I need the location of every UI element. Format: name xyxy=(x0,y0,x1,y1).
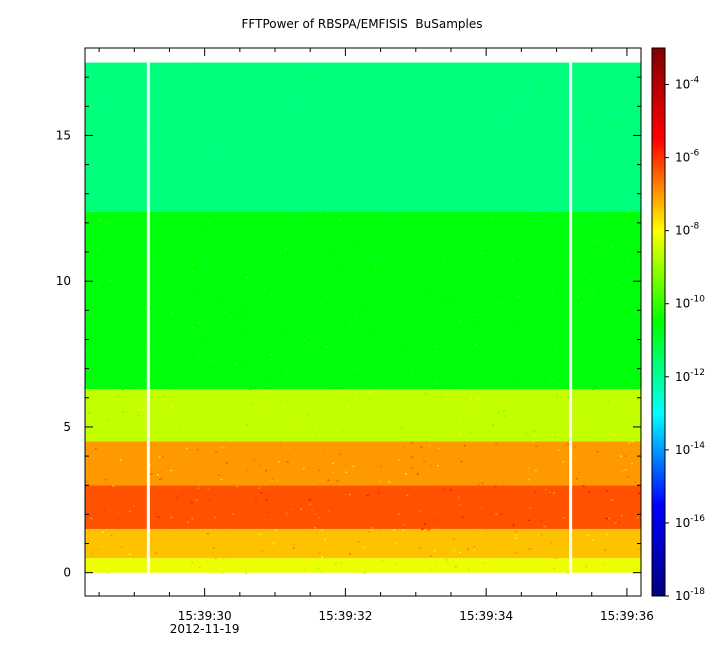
colorbar-tick-label: 10-4 xyxy=(675,76,700,92)
chart-title: FFTPower of RBSPA/EMFISIS BuSamples xyxy=(241,17,483,31)
power-band-4 xyxy=(85,389,641,442)
x-date-label: 2012-11-19 xyxy=(170,622,240,636)
x-tick-label: 15:39:36 xyxy=(600,609,654,623)
y-tick-label: 15 xyxy=(56,128,71,142)
colorbar-tick-label: 10-18 xyxy=(675,587,705,603)
colorbar-group: 10-4 10-6 10-8 10-10 10-12 10-14 10-16 10-18 xyxy=(651,47,705,603)
power-band-1 xyxy=(85,528,641,559)
y-tick-label: 0 xyxy=(63,566,71,580)
power-band-6 xyxy=(85,62,641,212)
colorbar-tick-label: 10-10 xyxy=(675,295,705,311)
plot-frame xyxy=(84,47,642,597)
y-tick-label: 10 xyxy=(56,274,71,288)
y-tick-label: 5 xyxy=(63,420,71,434)
colorbar-tick-label: 10-12 xyxy=(675,368,705,384)
data-gap-0 xyxy=(146,62,150,573)
x-tick-label: 15:39:32 xyxy=(318,609,372,623)
data-gap-1 xyxy=(569,62,573,573)
colorbar-tick-label: 10-16 xyxy=(675,514,705,530)
colorbar-tick-label: 10-14 xyxy=(675,441,705,457)
plot-group xyxy=(85,62,641,575)
power-band-5 xyxy=(85,211,641,390)
colorbar-tick-label: 10-8 xyxy=(675,222,700,238)
power-band-0 xyxy=(85,558,641,573)
x-tick-label: 15:39:34 xyxy=(459,609,513,623)
colorbar-tick-label: 10-6 xyxy=(675,149,700,165)
x-tick-label: 15:39:30 xyxy=(178,609,232,623)
power-band-2 xyxy=(85,485,641,529)
noise-texture xyxy=(85,63,641,575)
colorbar xyxy=(651,47,666,597)
power-band-3 xyxy=(85,441,641,486)
